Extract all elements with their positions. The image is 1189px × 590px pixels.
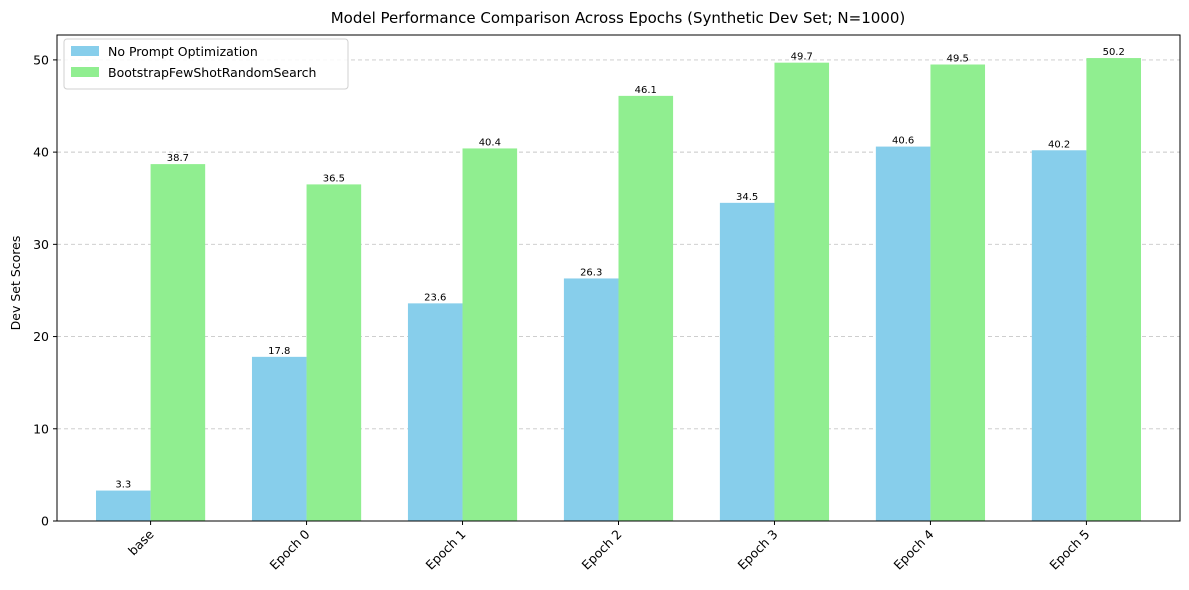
chart-title: Model Performance Comparison Across Epoc… <box>331 9 906 27</box>
legend-label: No Prompt Optimization <box>108 44 258 59</box>
bar-bootstrap-fewshot <box>618 95 674 522</box>
bar-no-prompt-optimization <box>407 303 463 521</box>
bar-value-label: 3.3 <box>115 480 131 491</box>
bar-no-prompt-optimization <box>875 146 931 521</box>
y-axis-label: Dev Set Scores <box>8 236 23 331</box>
bars <box>95 58 1142 522</box>
legend: No Prompt Optimization BootstrapFewShotRa… <box>63 38 349 90</box>
bar-value-label: 49.5 <box>947 54 969 65</box>
bar-no-prompt-optimization <box>95 490 151 521</box>
bar-no-prompt-optimization <box>563 278 619 521</box>
bar-value-label: 34.5 <box>736 192 758 203</box>
bar-value-label: 50.2 <box>1103 47 1125 58</box>
bar-bootstrap-fewshot <box>930 64 986 521</box>
bar-value-label: 36.5 <box>323 173 345 184</box>
legend-box <box>63 38 349 90</box>
bar-bootstrap-fewshot <box>462 148 518 522</box>
y-tick-label: 50 <box>33 52 49 67</box>
y-tick-label: 30 <box>33 237 49 252</box>
bar-no-prompt-optimization <box>251 356 307 521</box>
bar-no-prompt-optimization <box>719 202 775 521</box>
bar-value-label: 40.4 <box>479 137 501 148</box>
bar-bootstrap-fewshot <box>774 62 830 521</box>
bar-value-label: 40.2 <box>1048 139 1070 150</box>
legend-swatch <box>71 46 99 56</box>
bar-value-label: 17.8 <box>268 346 290 357</box>
bar-bootstrap-fewshot <box>1086 58 1142 522</box>
y-tick-label: 10 <box>33 421 49 436</box>
y-tick-label: 40 <box>33 145 49 160</box>
bar-value-label: 26.3 <box>580 267 602 278</box>
legend-label: BootstrapFewShotRandomSearch <box>108 65 316 80</box>
bar-bootstrap-fewshot <box>150 164 206 521</box>
bar-value-label: 49.7 <box>791 52 813 63</box>
bar-value-label: 40.6 <box>892 136 914 147</box>
bar-no-prompt-optimization <box>1031 150 1087 521</box>
legend-swatch <box>71 67 99 77</box>
bar-value-label: 38.7 <box>167 153 189 164</box>
bar-value-label: 23.6 <box>424 292 446 303</box>
y-tick-label: 20 <box>33 329 49 344</box>
bar-value-label: 46.1 <box>635 85 657 96</box>
y-tick-label: 0 <box>41 514 49 529</box>
bar-bootstrap-fewshot <box>306 184 362 521</box>
data-labels: 3.3 17.8 23.6 26.3 34.5 40.6 40.2 38.7 36.5 40.4 4… <box>115 47 1125 491</box>
